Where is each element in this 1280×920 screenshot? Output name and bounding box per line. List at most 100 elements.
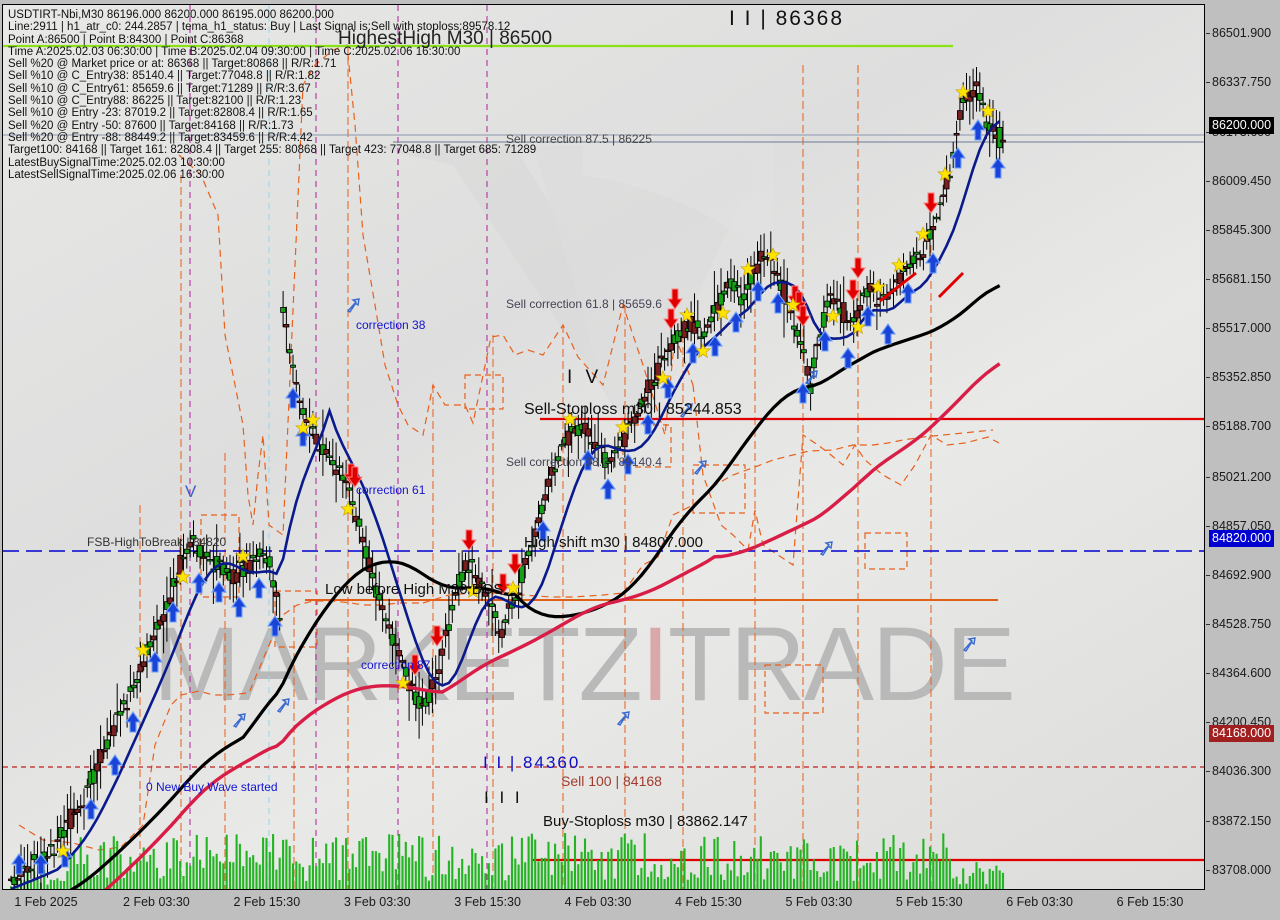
time-axis[interactable]: 1 Feb 2025 2 Feb 03:30 2 Feb 15:30 3 Feb 03…: [0, 892, 1206, 920]
label-sell-correction-618: Sell correction 61.8 | 85659.6: [506, 297, 662, 311]
pivot-star-icon: [740, 261, 756, 276]
price-tick-label: 85681.150: [1205, 272, 1272, 287]
terminal-info-line: LatestSellSignalTime:2025.02.06 16:30:00: [8, 168, 225, 181]
terminal-info-line: Sell %10 @ C_Entry38: 85140.4 || Target:…: [8, 70, 321, 83]
price-tick-label: 86501.900: [1205, 26, 1272, 41]
buy-arrow-icon: [231, 596, 247, 618]
buy-arrow-icon: [728, 311, 744, 333]
pivot-star-icon: [679, 307, 695, 322]
price-badge: 86200.000: [1209, 116, 1275, 134]
buy-arrow-icon: [817, 330, 833, 352]
time-tick-label: 2 Feb 15:30: [233, 895, 301, 909]
pivot-star-icon: [715, 305, 731, 320]
sell-arrow-icon: [795, 305, 811, 327]
hollow-arrow-icon: [820, 541, 833, 556]
buy-arrow-icon: [600, 478, 616, 500]
label-sell-100: Sell 100 | 84168: [561, 773, 662, 789]
pivot-star-icon: [235, 548, 251, 563]
pivot-star-icon: [785, 297, 801, 312]
buy-arrow-icon: [750, 280, 766, 302]
price-tick-label: 86337.750: [1205, 75, 1272, 90]
buy-arrow-icon: [267, 615, 283, 637]
pivot-star-icon: [955, 84, 971, 99]
watermark-bar: I: [640, 606, 670, 723]
buy-arrow-icon: [11, 853, 27, 875]
buy-arrow-icon: [840, 347, 856, 369]
buy-arrow-icon: [990, 157, 1006, 179]
buy-arrow-icon: [685, 342, 701, 364]
buy-arrow-icon: [57, 846, 73, 868]
buy-arrow-icon: [211, 581, 227, 603]
terminal-info-line: Sell %20 @ Entry -88: 88449.2 || Target:…: [8, 131, 313, 144]
hollow-arrow-icon: [694, 460, 707, 475]
price-badge: 84168.000: [1209, 724, 1275, 742]
time-tick-label: 3 Feb 15:30: [454, 895, 521, 909]
sell-arrow-icon: [923, 192, 939, 214]
pivot-star-icon: [55, 843, 71, 858]
buy-arrow-icon: [251, 577, 267, 599]
buy-arrow-icon: [660, 377, 676, 399]
sell-arrow-icon: [663, 308, 679, 330]
terminal-info-line: Sell %10 @ C_Entry88: 86225 || Target:82…: [8, 95, 302, 108]
price-tick-label: 85352.850: [1205, 370, 1272, 385]
price-tick-label: 83708.000: [1205, 862, 1272, 877]
label-wave-four: I V: [567, 367, 603, 388]
label-highest-high: HighestHigh M30 | 86500: [338, 28, 553, 49]
sell-arrow-icon: [343, 463, 359, 485]
pivot-star-icon: [870, 279, 886, 294]
buy-arrow-icon: [860, 305, 876, 327]
buy-arrow-icon: [970, 119, 986, 141]
label-buy-stoploss: Buy-Stoploss m30 | 83862.147: [543, 813, 748, 830]
label-fsb-high-to-break: FSB-HighToBreak | 84820: [87, 535, 227, 549]
slow-moving-average: [104, 362, 1001, 889]
time-tick-label: 1 Feb 2025: [14, 895, 78, 909]
buy-arrow-icon: [285, 387, 301, 409]
pivot-star-icon: [295, 420, 311, 435]
watermark-text-b: TRADE: [667, 606, 1016, 723]
price-tick-label: 84528.750: [1205, 616, 1272, 631]
buy-arrow-icon: [125, 711, 141, 733]
terminal-info-line: Target100: 84168 || Target 161: 82808.4 …: [8, 144, 537, 157]
hollow-arrow-icon: [233, 713, 246, 728]
pivot-star-icon: [305, 412, 321, 427]
pivot-star-icon: [505, 580, 521, 595]
time-tick-label: 4 Feb 03:30: [564, 895, 632, 909]
pivot-star-icon: [891, 257, 907, 272]
hollow-arrow-icon: [277, 698, 290, 713]
pivot-star-icon: [765, 247, 781, 262]
sell-arrow-icon: [850, 257, 866, 279]
label-wave-five: V: [185, 482, 197, 501]
price-badge: 84820.000: [1209, 529, 1275, 547]
buy-arrow-icon: [295, 425, 311, 447]
buy-arrow-icon: [165, 601, 181, 623]
buy-arrow-icon: [107, 754, 123, 776]
time-tick-label: 5 Feb 03:30: [785, 895, 853, 909]
price-axis[interactable]: 86501.90086337.75086173.60086009.4508584…: [1205, 0, 1280, 920]
price-chart-panel[interactable]: MARKETZITRADE: [2, 4, 1205, 890]
pivot-star-icon: [850, 319, 866, 334]
buy-arrow-icon: [33, 853, 49, 875]
terminal-info-overlay: USDTIRT-Nbi,M30 86196.000 86200.000 8619…: [8, 9, 536, 181]
pivot-star-icon: [825, 308, 841, 323]
buy-arrow-icon: [880, 323, 896, 345]
terminal-info-line: Sell %10 @ Entry -23: 87019.2 || Target:…: [8, 107, 313, 120]
price-tick-label: 85021.200: [1205, 469, 1272, 484]
buy-arrow-icon: [191, 572, 207, 594]
buy-arrow-icon: [83, 798, 99, 820]
time-tick-label: 3 Feb 03:30: [343, 895, 411, 909]
volume-histogram: [9, 833, 1005, 889]
price-tick-label: 84364.600: [1205, 666, 1272, 681]
price-tick-label: 84692.900: [1205, 567, 1272, 582]
terminal-info-line: Time A:2025.02.03 06:30:00 | Time B:2025…: [8, 45, 461, 58]
pivot-star-icon: [615, 419, 631, 434]
fast-moving-average: [10, 120, 1001, 889]
price-tick-label: 86009.450: [1205, 173, 1272, 188]
brand-watermark-text: MARKETZITRADE: [153, 605, 1016, 725]
buy-arrow-icon: [925, 252, 941, 274]
label-correction-38: correction 38: [356, 318, 426, 332]
hollow-arrow-icon: [347, 298, 360, 313]
pivot-star-icon: [695, 343, 711, 358]
buy-arrow-icon: [147, 651, 163, 673]
sell-arrow-icon: [787, 285, 803, 307]
buy-arrow-icon: [795, 382, 811, 404]
